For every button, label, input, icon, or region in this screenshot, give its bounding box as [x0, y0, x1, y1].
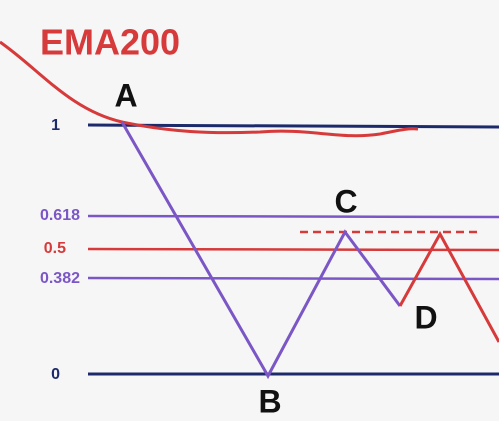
- ema-curve: [0, 40, 419, 138]
- level-line: [87, 214, 499, 219]
- level-label: 1: [51, 117, 60, 134]
- point-label: A: [114, 77, 137, 113]
- level-label: 0.382: [40, 270, 80, 287]
- level-label: 0.5: [44, 240, 66, 257]
- level-line: [87, 123, 499, 129]
- level-line: [87, 247, 499, 252]
- title: EMA200: [40, 22, 180, 63]
- level-line: [87, 276, 499, 281]
- point-label: B: [258, 383, 281, 419]
- price-path: [120, 121, 402, 380]
- point-label: C: [334, 183, 357, 219]
- price-path: [398, 230, 499, 343]
- level-label: 0: [51, 366, 60, 383]
- point-label: D: [414, 299, 437, 335]
- level-label: 0.618: [40, 207, 80, 224]
